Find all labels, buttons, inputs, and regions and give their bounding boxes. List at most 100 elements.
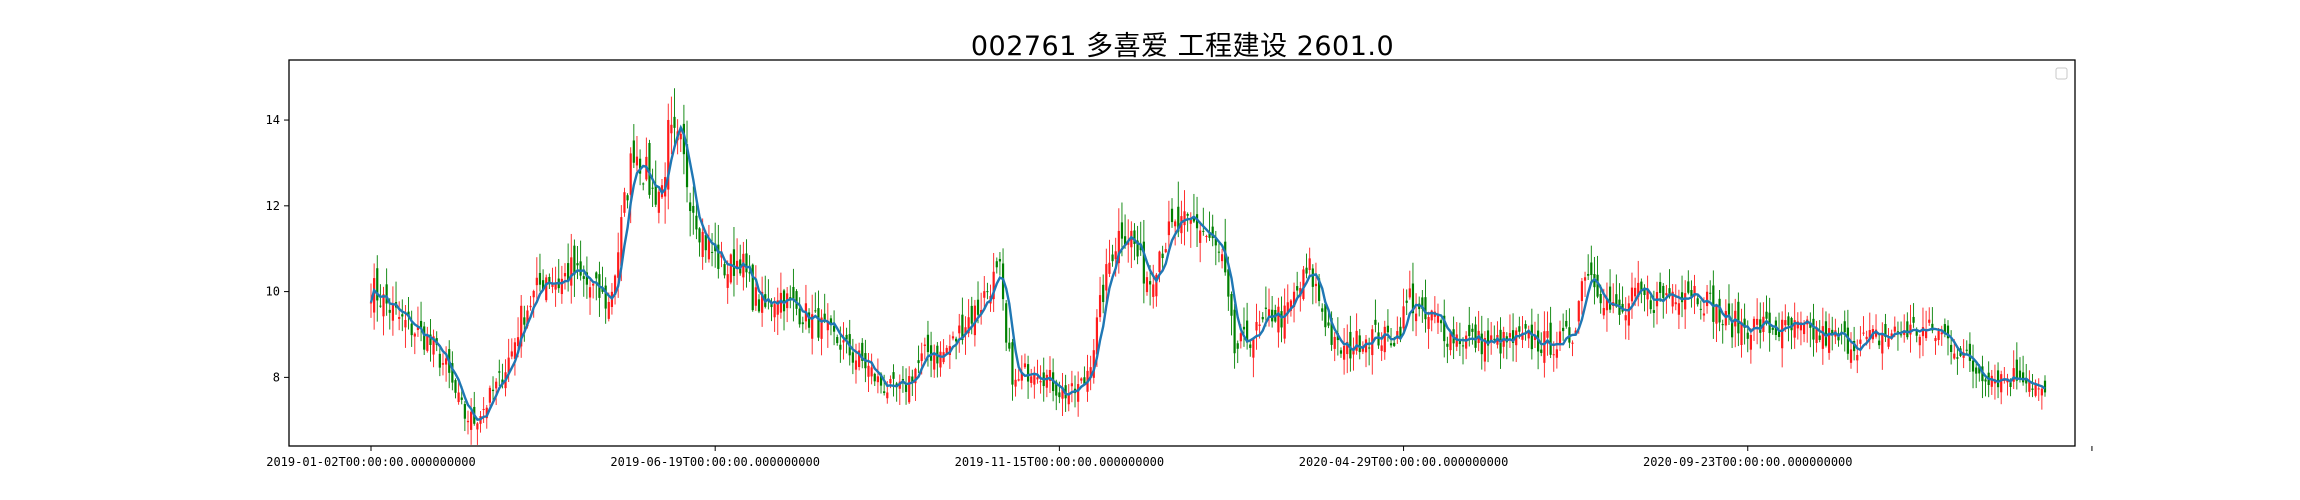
- candle-body: [1975, 367, 1978, 374]
- candle-body: [1721, 324, 1724, 326]
- candle-body: [1828, 328, 1831, 353]
- candle: [1167, 200, 1170, 254]
- candle: [870, 353, 873, 385]
- candle: [789, 285, 792, 309]
- candle-body: [1511, 330, 1515, 343]
- candle-body: [1083, 377, 1086, 385]
- candle-body: [1521, 332, 1524, 340]
- candle-body: [1033, 374, 1036, 385]
- candle-body: [438, 353, 441, 368]
- candle-body: [573, 245, 576, 275]
- y-tick-label: 8: [273, 370, 280, 384]
- candle: [1508, 314, 1512, 348]
- candle-body: [554, 283, 557, 290]
- candle: [1202, 207, 1205, 236]
- candle-body: [1727, 303, 1731, 315]
- candle: [1008, 327, 1011, 352]
- candle-body: [507, 357, 510, 374]
- candle-body: [1849, 349, 1853, 363]
- candle-body: [1136, 240, 1139, 257]
- candle-body: [532, 291, 535, 298]
- candle: [1705, 284, 1709, 314]
- candle: [1608, 269, 1612, 313]
- candle: [1862, 316, 1865, 336]
- candle-body: [1743, 318, 1746, 328]
- candle-body: [1461, 345, 1465, 347]
- candle: [1834, 318, 1837, 345]
- candle-body: [470, 411, 473, 430]
- candle: [1045, 369, 1048, 398]
- candle: [560, 265, 563, 304]
- candle: [1111, 244, 1114, 267]
- candle: [413, 332, 416, 355]
- candle-body: [1821, 326, 1824, 349]
- candle: [1940, 325, 1943, 346]
- candle-body: [1699, 308, 1702, 310]
- candle: [842, 322, 845, 360]
- candle-body: [1784, 320, 1787, 326]
- candle-body: [1956, 357, 1959, 359]
- candle-body: [1011, 342, 1014, 385]
- candle-body: [1659, 281, 1662, 293]
- candle-body: [1311, 268, 1314, 287]
- candle: [1205, 234, 1208, 243]
- candle: [1777, 312, 1781, 342]
- candle-body: [1202, 230, 1205, 232]
- candle-body: [545, 277, 548, 301]
- candle: [1874, 314, 1878, 339]
- candle: [2043, 375, 2047, 397]
- candle-body: [1677, 303, 1681, 315]
- candle-body: [707, 238, 711, 260]
- candle-body: [1261, 316, 1264, 320]
- candle-body: [1333, 336, 1336, 349]
- candle-body: [883, 391, 886, 394]
- candle: [1048, 356, 1052, 394]
- candle-body: [1846, 327, 1849, 354]
- candle: [1011, 338, 1014, 401]
- candle: [523, 305, 526, 342]
- candle-body: [1599, 293, 1602, 304]
- candle-body: [1524, 324, 1527, 329]
- candle: [2028, 370, 2031, 397]
- candle: [1715, 303, 1718, 342]
- candle-body: [1023, 363, 1027, 368]
- candle-body: [1236, 343, 1239, 349]
- candle-body: [592, 283, 595, 286]
- candle-body: [1765, 311, 1768, 319]
- candle: [1130, 221, 1133, 268]
- candle: [573, 239, 576, 297]
- candle-body: [1414, 313, 1418, 322]
- candle-body: [398, 316, 401, 319]
- candle-body: [1339, 350, 1343, 354]
- candle-body: [1630, 287, 1634, 302]
- candle: [735, 238, 739, 285]
- candle-body: [657, 191, 660, 213]
- candle-body: [970, 305, 973, 324]
- candle-body: [2034, 383, 2037, 396]
- candle-body: [1324, 303, 1327, 328]
- candle-body: [385, 284, 388, 304]
- candle-body: [832, 325, 836, 332]
- candle-body: [1843, 321, 1846, 333]
- candle: [901, 366, 905, 393]
- candle: [454, 378, 457, 399]
- candle: [482, 397, 485, 423]
- candle-body: [908, 376, 911, 403]
- candle-body: [704, 235, 707, 251]
- candle: [1014, 368, 1017, 397]
- candle-body: [1227, 269, 1230, 297]
- candle-body: [1580, 281, 1584, 302]
- candle: [757, 294, 761, 314]
- candle-body: [1111, 254, 1114, 262]
- candle: [933, 344, 936, 378]
- candle: [1652, 290, 1655, 328]
- candle: [836, 334, 839, 346]
- candle: [1343, 328, 1346, 375]
- candle-body: [729, 254, 732, 283]
- candle: [786, 287, 789, 323]
- candle-body: [1937, 331, 1940, 340]
- candle-body: [1893, 326, 1896, 332]
- candle: [811, 294, 814, 355]
- candle-body: [923, 344, 926, 346]
- candle-body: [1781, 319, 1784, 349]
